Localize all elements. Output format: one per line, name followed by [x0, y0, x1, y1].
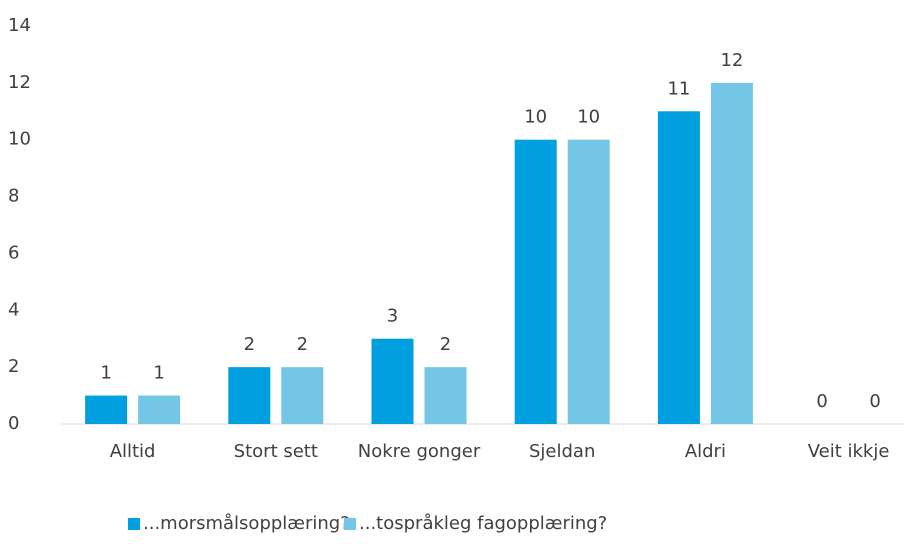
data-label: 0	[869, 391, 880, 412]
data-label: 11	[667, 78, 690, 99]
bar	[424, 367, 467, 424]
y-tick-label: 4	[8, 299, 19, 320]
legend-swatch	[344, 518, 356, 530]
y-tick-label: 2	[8, 356, 19, 377]
y-tick-label: 0	[8, 413, 19, 434]
data-label: 1	[100, 363, 111, 384]
x-tick-label: Sjeldan	[529, 441, 595, 462]
y-tick-label: 14	[8, 15, 31, 36]
y-tick-label: 12	[8, 72, 31, 93]
bar	[85, 395, 128, 424]
y-tick-label: 10	[8, 129, 31, 150]
bar	[371, 338, 414, 424]
x-tick-label: Alltid	[110, 441, 156, 462]
x-tick-label: Stort sett	[234, 441, 318, 462]
data-label: 10	[524, 107, 547, 128]
x-tick-label: Aldri	[685, 441, 726, 462]
data-label: 3	[387, 306, 398, 327]
bar	[514, 139, 557, 424]
data-label: 12	[720, 50, 743, 71]
bar	[138, 395, 181, 424]
data-label: 0	[816, 391, 827, 412]
bar	[281, 367, 324, 424]
x-tick-label: Nokre gonger	[358, 441, 481, 462]
y-tick-label: 8	[8, 186, 19, 207]
data-label: 1	[153, 363, 164, 384]
x-tick-label: Veit ikkje	[808, 441, 890, 462]
y-tick-label: 6	[8, 242, 19, 263]
data-label: 2	[440, 334, 451, 355]
data-label: 2	[244, 334, 255, 355]
bar	[567, 139, 610, 424]
bar	[228, 367, 271, 424]
legend-label: ...tospråkleg fagopplæring?	[359, 513, 607, 534]
legend-label: ...morsmålsopplæring?	[143, 513, 350, 534]
bar	[710, 82, 753, 424]
data-label: 10	[577, 107, 600, 128]
bar	[657, 111, 700, 425]
data-label: 2	[297, 334, 308, 355]
legend-swatch	[128, 518, 140, 530]
